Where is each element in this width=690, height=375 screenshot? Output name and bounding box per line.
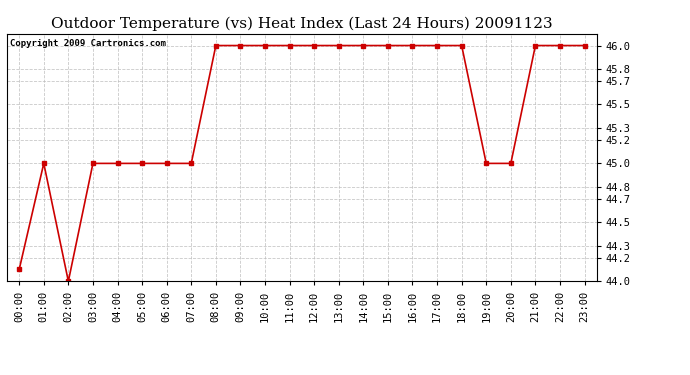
Text: Copyright 2009 Cartronics.com: Copyright 2009 Cartronics.com [10,39,166,48]
Title: Outdoor Temperature (vs) Heat Index (Last 24 Hours) 20091123: Outdoor Temperature (vs) Heat Index (Las… [51,17,553,31]
